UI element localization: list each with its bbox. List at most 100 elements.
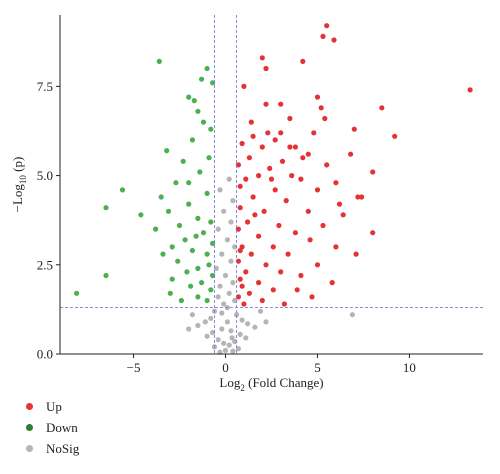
point-down-42 xyxy=(208,287,214,293)
point-up-20 xyxy=(272,137,278,143)
point-nosig-22 xyxy=(239,317,245,323)
point-up-61 xyxy=(353,251,359,257)
point-down-46 xyxy=(204,297,210,304)
point-down-4 xyxy=(191,98,197,104)
point-up-78 xyxy=(241,301,247,307)
point-up-6 xyxy=(467,87,473,93)
point-down-44 xyxy=(195,294,201,300)
point-nosig-17 xyxy=(221,301,227,307)
y-tick-label-3: 7.5 xyxy=(37,79,53,94)
legend-label-nosig: NoSig xyxy=(46,441,80,456)
point-up-1 xyxy=(320,33,326,40)
point-down-47 xyxy=(178,297,184,304)
y-tick-label-1: 2.5 xyxy=(37,257,53,272)
point-up-2 xyxy=(259,55,265,61)
legend-swatch-down xyxy=(26,424,33,431)
x-tick-label-2: 5 xyxy=(314,360,321,375)
point-nosig-3 xyxy=(221,208,227,214)
point-nosig-28 xyxy=(228,328,234,334)
point-nosig-9 xyxy=(228,258,234,264)
point-up-71 xyxy=(239,283,245,289)
point-nosig-31 xyxy=(204,333,210,339)
point-down-32 xyxy=(160,251,166,257)
point-down-21 xyxy=(138,212,144,218)
point-up-39 xyxy=(272,187,278,193)
point-nosig-7 xyxy=(232,244,238,250)
point-up-10 xyxy=(278,101,284,107)
point-up-77 xyxy=(259,297,265,304)
point-up-40 xyxy=(314,187,321,193)
point-up-31 xyxy=(267,165,273,171)
point-up-86 xyxy=(248,119,254,125)
point-nosig-38 xyxy=(235,346,241,352)
point-up-50 xyxy=(320,222,326,229)
legend-label-up: Up xyxy=(46,399,62,414)
point-up-69 xyxy=(256,280,262,286)
point-nosig-23 xyxy=(202,319,208,325)
point-up-80 xyxy=(237,247,243,254)
point-down-15 xyxy=(119,187,126,193)
point-up-28 xyxy=(279,158,286,164)
point-up-22 xyxy=(239,140,245,147)
point-nosig-43 xyxy=(189,312,195,318)
point-up-52 xyxy=(292,230,298,236)
point-nosig-11 xyxy=(222,272,229,279)
point-nosig-29 xyxy=(210,330,216,336)
point-down-39 xyxy=(169,276,175,282)
point-nosig-48 xyxy=(219,310,225,316)
point-nosig-30 xyxy=(237,331,243,337)
point-down-40 xyxy=(199,280,205,286)
y-tick-label-0: 0.0 xyxy=(37,347,53,362)
point-up-76 xyxy=(309,294,315,300)
point-nosig-6 xyxy=(224,237,230,243)
x-axis-title: Log2 (Fold Change) xyxy=(219,375,323,393)
point-up-26 xyxy=(348,151,354,157)
point-nosig-27 xyxy=(219,326,225,332)
point-up-58 xyxy=(333,244,339,250)
point-up-35 xyxy=(243,176,249,182)
point-nosig-16 xyxy=(232,297,238,304)
point-up-54 xyxy=(256,233,262,239)
point-nosig-1 xyxy=(217,187,223,193)
point-up-70 xyxy=(329,280,335,286)
point-up-79 xyxy=(281,301,287,307)
point-up-0 xyxy=(324,23,330,29)
point-down-49 xyxy=(186,180,192,186)
point-nosig-13 xyxy=(217,283,223,289)
point-down-31 xyxy=(204,251,210,257)
point-down-38 xyxy=(103,272,109,279)
point-up-37 xyxy=(333,180,339,186)
point-up-36 xyxy=(298,176,304,182)
point-up-73 xyxy=(294,287,300,293)
point-down-35 xyxy=(195,265,201,271)
point-down-43 xyxy=(167,290,173,296)
point-up-62 xyxy=(235,258,241,264)
point-down-14 xyxy=(173,180,179,186)
axes xyxy=(59,15,483,355)
point-down-24 xyxy=(176,222,183,229)
point-up-27 xyxy=(246,155,252,161)
x-tick-label-1: 0 xyxy=(222,360,229,375)
point-up-19 xyxy=(250,133,256,139)
point-down-30 xyxy=(189,247,195,254)
point-down-27 xyxy=(182,237,188,243)
point-up-53 xyxy=(370,230,376,236)
point-down-6 xyxy=(195,108,201,114)
point-down-7 xyxy=(200,119,207,125)
point-nosig-21 xyxy=(208,315,214,321)
point-up-4 xyxy=(331,37,337,43)
point-down-45 xyxy=(74,290,80,296)
point-nosig-45 xyxy=(186,326,192,332)
point-nosig-34 xyxy=(232,338,238,345)
point-up-18 xyxy=(265,130,271,136)
point-nosig-42 xyxy=(257,308,264,314)
point-up-51 xyxy=(235,226,241,232)
point-down-9 xyxy=(189,137,195,143)
point-down-25 xyxy=(153,226,159,232)
point-down-29 xyxy=(169,244,175,250)
point-nosig-20 xyxy=(234,312,240,318)
point-up-55 xyxy=(307,237,313,243)
point-down-37 xyxy=(210,272,216,279)
point-nosig-24 xyxy=(245,321,251,327)
point-up-66 xyxy=(278,269,284,275)
